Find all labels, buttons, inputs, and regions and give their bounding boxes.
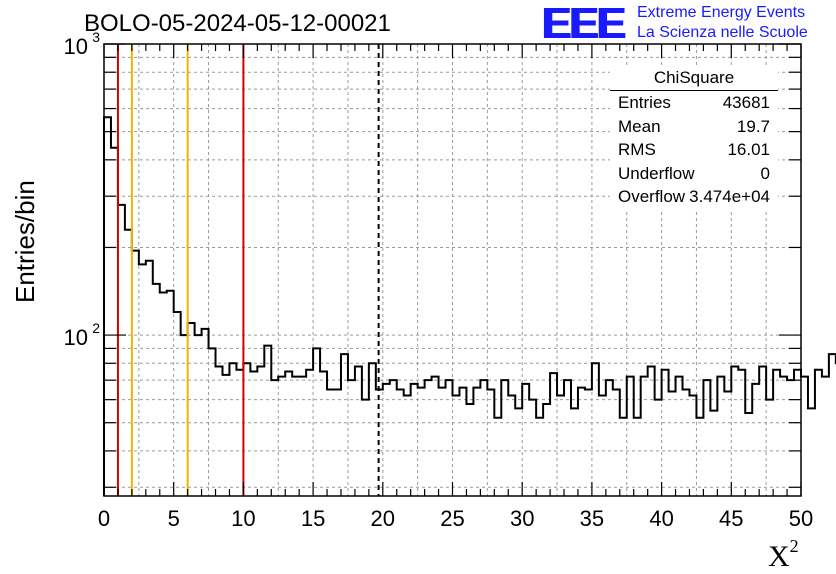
x-tick-label: 25 [440,506,464,531]
stats-key: RMS [618,140,656,159]
stats-row-rms: RMS 16.01 [610,138,778,162]
x-axis-label-text: X [768,540,790,573]
stats-row-underflow: Underflow 0 [610,162,778,186]
x-tick-label: 40 [649,506,673,531]
x-tick-label: 0 [98,506,110,531]
y-tick-label-exponent: 2 [92,320,100,336]
stats-key: Entries [618,93,671,112]
x-tick-label: 5 [168,506,180,531]
stats-title: ChiSquare [610,66,778,91]
x-tick-label: 35 [580,506,604,531]
x-tick-label: 30 [510,506,534,531]
stats-row-entries: Entries 43681 [610,91,778,115]
chart-title: BOLO-05-2024-05-12-00021 [84,10,391,37]
stats-key: Mean [618,116,661,136]
x-axis-label: X2 [768,536,799,574]
stats-value: 16.01 [727,140,770,159]
stats-row-overflow: Overflow 3.474e+04 [610,185,778,209]
x-tick-label: 20 [371,506,395,531]
stats-row-mean: Mean 19.7 [610,115,778,139]
stats-value: 19.7 [736,116,770,136]
stats-value: 0 [760,163,770,183]
x-axis-label-superscript: 2 [789,536,799,556]
stats-value: 43681 [722,93,770,112]
stats-key: Overflow [618,187,686,206]
y-tick-label: 10 [64,34,88,59]
stats-box: ChiSquare Entries 43681 Mean 19.7 RMS 16.01… [610,66,778,209]
x-tick-label: 50 [789,506,813,531]
y-tick-label-exponent: 3 [92,29,100,45]
stats-value: 3.474e+04 [689,187,770,206]
eee-logo: EEE [542,0,626,48]
x-tick-label: 10 [231,506,255,531]
y-tick-label: 10 [64,325,88,350]
x-tick-label: 45 [719,506,743,531]
logo-line-2: La Scienza nelle Scuole [637,24,808,41]
stats-key: Underflow [618,163,695,183]
logo-line-1: Extreme Energy Events [637,4,806,21]
x-tick-label: 15 [301,506,325,531]
